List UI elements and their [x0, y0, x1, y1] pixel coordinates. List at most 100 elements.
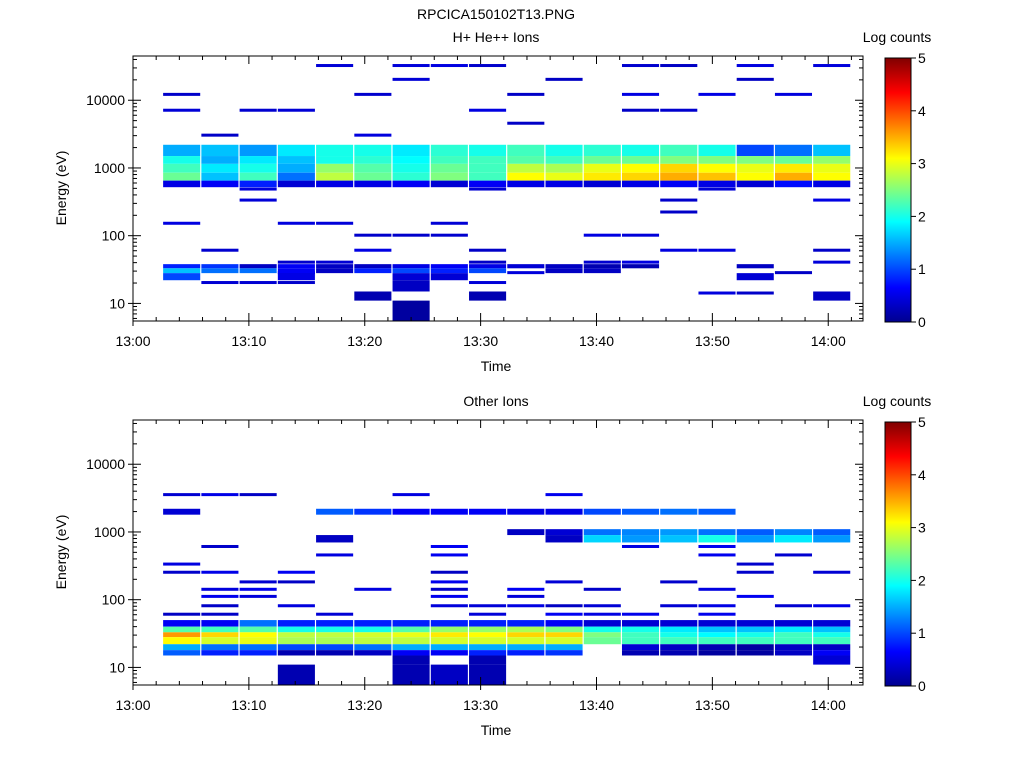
heatmap-cell	[583, 508, 621, 515]
heatmap-cell	[698, 144, 736, 157]
x-tick-label: 13:30	[463, 697, 498, 713]
x-tick-label: 13:50	[695, 697, 730, 713]
heatmap-cell	[545, 144, 583, 157]
heatmap-cell	[469, 508, 507, 515]
heatmap-cell	[163, 493, 201, 497]
heatmap-cell	[660, 626, 698, 633]
heatmap-cell	[201, 163, 239, 173]
panel-title: Other Ions	[463, 393, 528, 409]
heatmap-cell	[507, 637, 545, 645]
heatmap-cell	[354, 133, 392, 137]
heatmap-cell	[469, 632, 507, 638]
heatmap-cell	[469, 644, 507, 651]
heatmap-cell	[163, 612, 201, 616]
heatmap-cell	[621, 620, 660, 627]
heatmap-cell	[277, 156, 315, 164]
heatmap-cell	[163, 626, 201, 633]
colorbar-label: Log counts	[863, 29, 932, 45]
heatmap-cell	[469, 180, 507, 188]
heatmap-cell	[621, 233, 660, 237]
heatmap-cell	[774, 535, 813, 543]
heatmap-cell	[201, 133, 239, 137]
heatmap-cell	[354, 92, 392, 96]
heatmap-cell	[163, 268, 201, 274]
heatmap-cell	[392, 156, 430, 164]
heatmap-cell	[469, 626, 507, 633]
heatmap-cell	[774, 620, 813, 627]
axes: 13:00 13:10 13:20 13:30 13:40 13:50 14:00 10 100…	[86, 55, 864, 349]
heatmap-cell	[316, 144, 354, 157]
heatmap-cell	[507, 529, 545, 536]
heatmap-cell	[469, 637, 507, 645]
heatmap-cell	[736, 156, 774, 164]
heatmap-cell	[736, 64, 774, 68]
heatmap-cell	[698, 156, 736, 164]
heatmap-cell	[660, 64, 698, 68]
heatmap-cell	[660, 644, 698, 651]
heatmap-cell	[469, 604, 507, 608]
figure-title: RPCICA150102T13.PNG	[417, 6, 575, 22]
heatmap-cell	[201, 248, 239, 252]
heatmap-cell	[583, 156, 621, 164]
heatmap-cell	[354, 156, 392, 164]
heatmap-cell	[430, 180, 468, 188]
heatmap-cell	[316, 632, 354, 638]
heatmap-cell	[469, 264, 507, 269]
heatmap-cell	[201, 620, 239, 627]
heatmap-cell	[583, 626, 621, 633]
heatmap-cell	[545, 268, 583, 274]
heatmap-cell	[201, 626, 239, 633]
heatmap-cell	[660, 535, 698, 543]
colorbar-tick-label: 3	[918, 156, 926, 172]
heatmap-cell	[698, 291, 736, 295]
heatmap-cell	[392, 163, 430, 173]
heatmap-cell	[392, 280, 430, 292]
heatmap-cell	[430, 644, 468, 651]
heatmap-cell	[201, 612, 239, 616]
heatmap-cell	[239, 268, 277, 274]
heatmap-cell	[507, 604, 545, 608]
y-tick-label: 10	[109, 295, 125, 311]
heatmap-cell	[316, 260, 354, 264]
heatmap-cell	[736, 291, 774, 295]
heatmap-cell	[736, 535, 774, 543]
heatmap-cell	[354, 248, 392, 252]
heatmap-cell	[430, 632, 468, 638]
heatmap-cell	[545, 644, 583, 651]
heatmap-cell	[430, 637, 468, 645]
heatmap-cell	[316, 180, 354, 188]
y-tick-label: 100	[102, 592, 126, 608]
heatmap-cell	[621, 535, 660, 543]
x-axis-label: Time	[481, 722, 512, 738]
heatmap-cell	[277, 221, 315, 225]
heatmap-cell	[545, 493, 583, 497]
heatmap-cell	[660, 650, 698, 656]
heatmap-cell	[813, 529, 851, 536]
heatmap-cell	[430, 221, 468, 225]
heatmap-cell	[698, 180, 736, 188]
heatmap-cell	[545, 626, 583, 633]
heatmap-cell	[583, 529, 621, 536]
heatmap-cell	[392, 637, 430, 645]
heatmap-cell	[698, 163, 736, 173]
heatmap-cell	[469, 248, 507, 252]
x-axis-label: Time	[481, 358, 512, 374]
heatmap-cell	[545, 77, 583, 81]
heatmap-cell	[392, 632, 430, 638]
heatmap-cell	[545, 637, 583, 645]
heatmap-cell	[163, 570, 201, 574]
heatmap-cell	[239, 281, 277, 285]
heatmap-cell	[354, 172, 392, 181]
heatmap-cell	[163, 221, 201, 225]
heatmap-cell	[469, 620, 507, 627]
heatmap-cell	[430, 553, 468, 557]
heatmap-cell	[277, 632, 315, 638]
heatmap-cell	[774, 604, 813, 608]
heatmap-cell	[316, 156, 354, 164]
heatmap-cell	[469, 64, 507, 68]
heatmap-cell	[201, 544, 239, 548]
heatmap-cell	[239, 108, 277, 112]
heatmap-cell	[545, 264, 583, 269]
heatmap-cell	[392, 626, 430, 633]
heatmap-cell	[201, 570, 239, 574]
